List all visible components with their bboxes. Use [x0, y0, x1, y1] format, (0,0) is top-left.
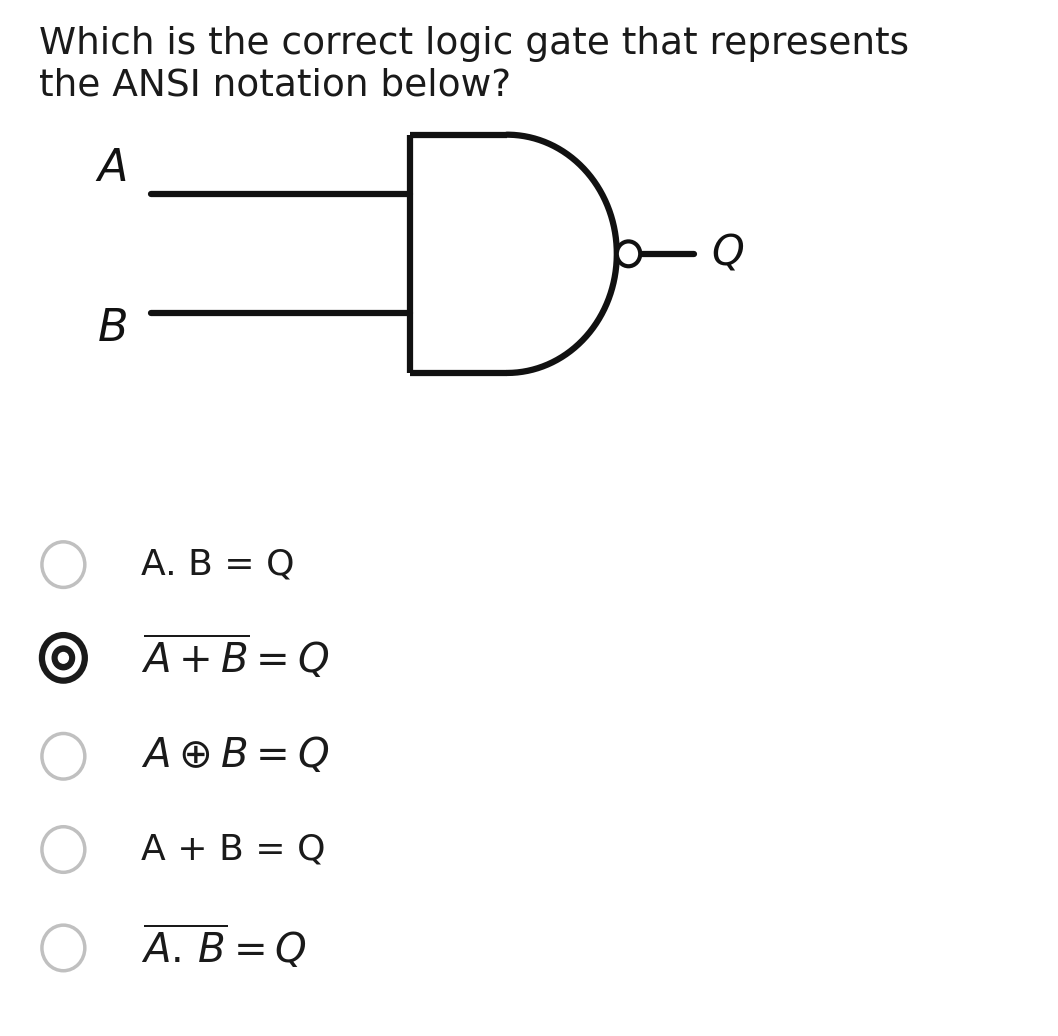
Text: Which is the correct logic gate that represents: Which is the correct logic gate that rep…: [39, 26, 909, 62]
Text: A + B = Q: A + B = Q: [142, 833, 326, 866]
Text: $A \oplus B = Q$: $A \oplus B = Q$: [142, 737, 329, 776]
Circle shape: [42, 635, 85, 681]
Text: the ANSI notation below?: the ANSI notation below?: [39, 67, 511, 104]
Circle shape: [617, 241, 640, 266]
Circle shape: [42, 925, 85, 971]
Text: A. B = Q: A. B = Q: [142, 548, 295, 581]
Text: A: A: [97, 147, 128, 190]
Circle shape: [52, 646, 74, 669]
Text: Q: Q: [711, 233, 744, 275]
Text: $\overline{A + B} = Q$: $\overline{A + B} = Q$: [142, 633, 329, 683]
Text: $\overline{A{.}\, B} = Q$: $\overline{A{.}\, B} = Q$: [142, 923, 307, 973]
Circle shape: [42, 542, 85, 587]
Text: B: B: [97, 308, 128, 350]
Circle shape: [58, 653, 69, 663]
Circle shape: [42, 827, 85, 872]
Circle shape: [42, 733, 85, 779]
